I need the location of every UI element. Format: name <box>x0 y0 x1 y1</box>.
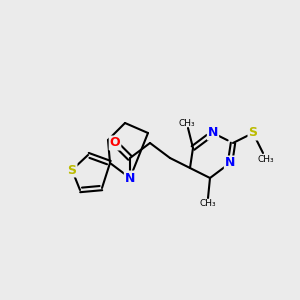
Text: N: N <box>208 127 218 140</box>
Text: CH₃: CH₃ <box>200 200 216 208</box>
Text: CH₃: CH₃ <box>258 154 274 164</box>
Text: S: S <box>248 127 257 140</box>
Text: O: O <box>110 136 120 149</box>
Text: S: S <box>68 164 76 176</box>
Text: CH₃: CH₃ <box>179 118 195 127</box>
Text: N: N <box>125 172 135 184</box>
Text: N: N <box>225 157 235 169</box>
